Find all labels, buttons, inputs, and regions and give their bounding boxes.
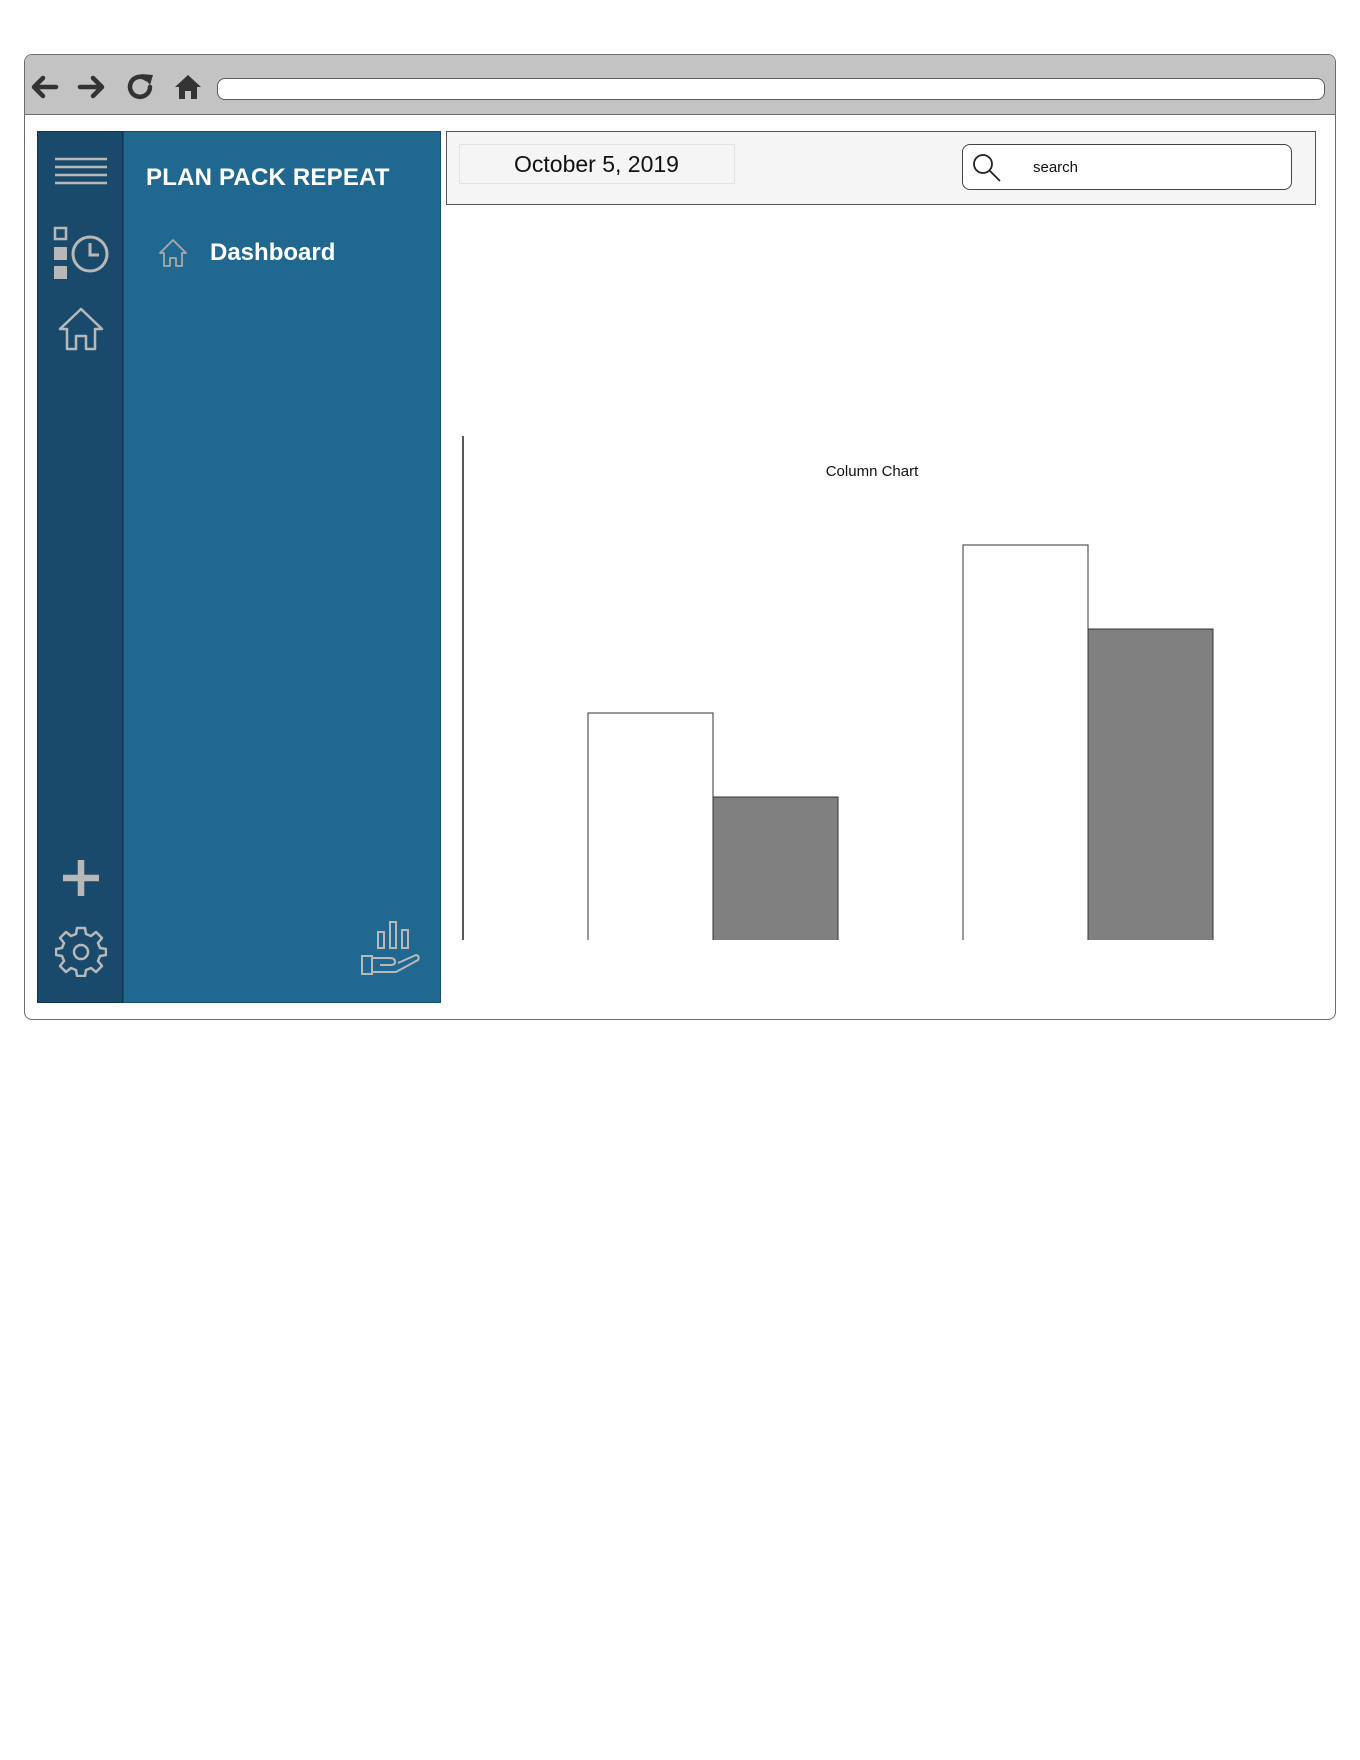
sidebar-item-label: Dashboard — [210, 239, 336, 266]
search-box[interactable] — [962, 144, 1292, 190]
chart-bar — [587, 712, 714, 994]
column-chart: Column Chart — [434, 380, 1299, 996]
chart-title: Column Chart — [826, 463, 919, 480]
browser-toolbar — [25, 55, 1335, 115]
forward-arrow-icon — [77, 75, 105, 99]
search-icon — [973, 154, 1001, 182]
chart-bar — [712, 796, 839, 994]
plus-icon — [63, 860, 99, 896]
top-header: October 5, 2019 — [446, 131, 1316, 205]
schedule-clock-icon — [53, 226, 109, 279]
home-button[interactable] — [171, 70, 205, 104]
chart-bar — [962, 544, 1089, 994]
rail-home-button[interactable] — [38, 306, 124, 352]
chart-bar — [1087, 628, 1214, 994]
settings-button[interactable] — [38, 925, 124, 977]
home-icon — [159, 239, 187, 267]
brand-title: PLAN PACK REPEAT — [146, 164, 390, 191]
home-icon — [175, 75, 201, 99]
gear-icon — [55, 926, 107, 977]
sidebar-item-dashboard[interactable]: Dashboard — [158, 236, 335, 270]
column-chart-svg: Column Chart — [462, 436, 1299, 996]
reload-icon — [127, 74, 153, 100]
back-arrow-icon — [31, 75, 59, 99]
add-button[interactable] — [38, 856, 124, 900]
sidebar: PLAN PACK REPEAT Dashboard — [123, 131, 441, 1003]
hamburger-menu-icon — [55, 157, 107, 185]
sidebar-logo — [360, 918, 422, 983]
icon-rail — [37, 131, 123, 1003]
home-icon — [58, 307, 104, 351]
menu-button[interactable] — [38, 156, 124, 190]
forward-button[interactable] — [75, 70, 109, 104]
schedule-button[interactable] — [38, 226, 124, 280]
search-input[interactable] — [1031, 155, 1275, 179]
address-bar[interactable] — [217, 78, 1325, 100]
hand-chart-icon — [361, 921, 420, 975]
back-button[interactable] — [27, 70, 61, 104]
date-display: October 5, 2019 — [459, 144, 735, 184]
reload-button[interactable] — [123, 70, 157, 104]
